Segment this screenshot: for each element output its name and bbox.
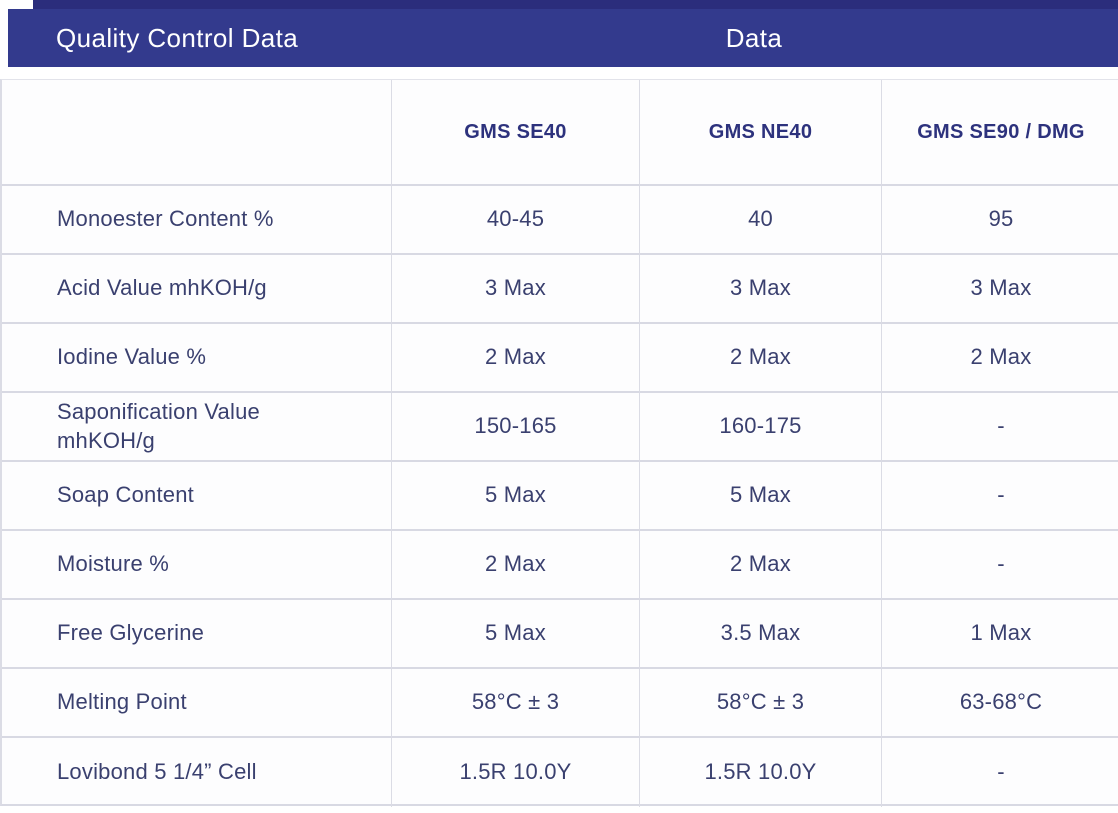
cell-value: - [882, 393, 1118, 462]
row-label: Moisture % [2, 531, 392, 600]
spec-table: GMS SE40 GMS NE40 GMS SE90 / DMG Monoest… [0, 79, 1118, 807]
cell-value: 40 [640, 186, 882, 255]
cell-value: 3 Max [882, 255, 1118, 324]
cell-value: 1.5R 10.0Y [392, 738, 640, 807]
row-label: Soap Content [2, 462, 392, 531]
row-label: Iodine Value % [2, 324, 392, 393]
cell-value: 5 Max [392, 600, 640, 669]
cell-value: 3 Max [640, 255, 882, 324]
cell-value: - [997, 759, 1005, 785]
cell-value: 1 Max [882, 600, 1118, 669]
cell-value: 95 [882, 186, 1118, 255]
column-header-gms-se90-dmg: GMS SE90 / DMG [882, 80, 1118, 186]
cell-value: 3.5 Max [640, 600, 882, 669]
column-header-gms-se40: GMS SE40 [392, 80, 640, 186]
cell-value: 150-165 [392, 393, 640, 462]
cell-value: 2 Max [882, 324, 1118, 393]
cell-value: 63-68°C [882, 669, 1118, 738]
row-label: Acid Value mhKOH/g [2, 255, 392, 324]
cell-value: 2 Max [640, 324, 882, 393]
row-label: Free Glycerine [2, 600, 392, 669]
row-label: Saponification Value mhKOH/g [2, 393, 392, 462]
column-header-empty [2, 80, 392, 186]
cell-value: 5 Max [392, 462, 640, 531]
cell-value: 1.5R 10.0Y [640, 738, 882, 807]
row-label: Monoester Content % [2, 186, 392, 255]
row-label: Lovibond 5 1/4” Cell [2, 738, 392, 807]
data-section-title: Data [725, 22, 783, 53]
cell-value: 3 Max [392, 255, 640, 324]
top-accent-strip [33, 0, 1118, 9]
cell-value: 40-45 [392, 186, 640, 255]
column-header-gms-ne40: GMS NE40 [640, 80, 882, 186]
cell-value: 2 Max [392, 531, 640, 600]
cell-value: 5 Max [640, 462, 882, 531]
cell-value: 2 Max [392, 324, 640, 393]
page-title: Quality Control Data [56, 22, 299, 53]
cell-value: 58°C ± 3 [392, 669, 640, 738]
cell-value: - [882, 531, 1118, 600]
cell-value: 58°C ± 3 [640, 669, 882, 738]
cell-value: 2 Max [640, 531, 882, 600]
cell-value: 160-175 [640, 393, 882, 462]
header-bar: Quality Control Data Data [8, 9, 1118, 67]
row-label: Melting Point [2, 669, 392, 738]
cell-value: - [882, 462, 1118, 531]
